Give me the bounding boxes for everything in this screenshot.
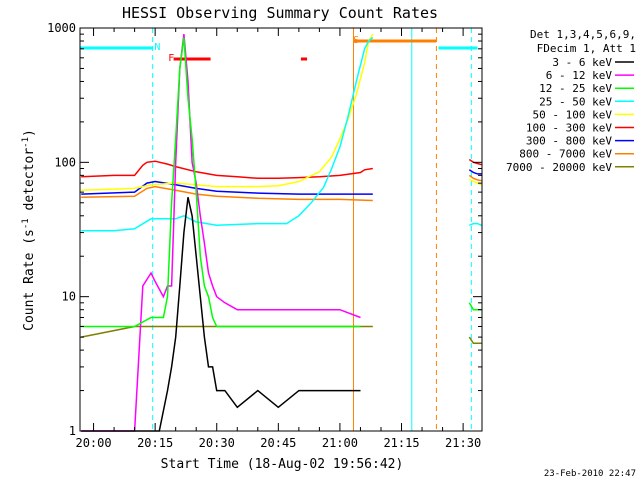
y-tick-label: 1 [69,424,76,438]
legend-label: 100 - 300 keV [526,122,612,135]
y-tick-label: 1000 [47,21,76,35]
post-gap-segment [468,174,482,182]
series-line-3 [81,37,361,328]
post-gap-segment [468,336,482,345]
series-line-7 [81,180,373,195]
legend-label: 7000 - 20000 keV [506,161,612,174]
series-line-2 [81,34,361,432]
y-tick-label: 10 [62,290,76,304]
post-gap-segment [469,222,482,226]
x-tick-label: 20:15 [137,436,173,450]
y-axis: 1 10 100 1000 [47,21,482,438]
x-tick-label: 20:00 [75,436,111,450]
legend-label: 3 - 6 keV [552,56,612,69]
x-tick-label: 20:45 [260,436,296,450]
flag-s: S [353,35,359,46]
series-line-1 [81,197,361,432]
plot-frame [79,27,483,432]
y-axis-label: Count Rate (s-1 detector-1) [21,129,37,331]
series-line-9 [81,325,373,338]
series-lines [81,33,482,432]
legend-label: 25 - 50 keV [539,95,612,108]
x-axis: 20:00 20:15 20:30 20:45 21:00 21:15 21:30 [75,28,481,450]
chart-title: HESSI Observing Summary Count Rates [122,4,438,22]
legend-header: Det 1,3,4,5,6,9, [530,28,636,41]
legend-label: 800 - 7000 keV [519,148,612,161]
post-gap-segment [468,158,482,166]
legend-label: 300 - 800 keV [526,135,612,148]
post-gap-segment [468,178,482,186]
flag-markers: NF S [154,35,359,64]
legend: Det 1,3,4,5,6,9,FDecim 1, Att 13 - 6 keV… [506,28,636,174]
series-line-6 [81,160,373,180]
x-tick-label: 20:30 [199,436,235,450]
x-tick-label: 21:00 [322,436,358,450]
flag-f: F [168,53,174,64]
x-tick-label: 21:15 [383,436,419,450]
y-tick-label: 100 [54,155,76,169]
x-tick-label: 21:30 [445,436,481,450]
flag-n: N [154,42,160,53]
x-axis-label: Start Time (18-Aug-02 19:56:42) [161,457,404,472]
legend-header: FDecim 1, Att 1 [537,42,636,55]
legend-label: 6 - 12 keV [546,69,613,82]
series-line-5 [81,33,374,191]
post-gap-segment [468,169,482,175]
time-spans [79,28,478,431]
footer-timestamp: 23-Feb-2010 22:47 [544,469,636,479]
legend-label: 50 - 100 keV [533,108,613,121]
legend-label: 12 - 25 keV [539,82,612,95]
series-line-4 [81,36,374,232]
